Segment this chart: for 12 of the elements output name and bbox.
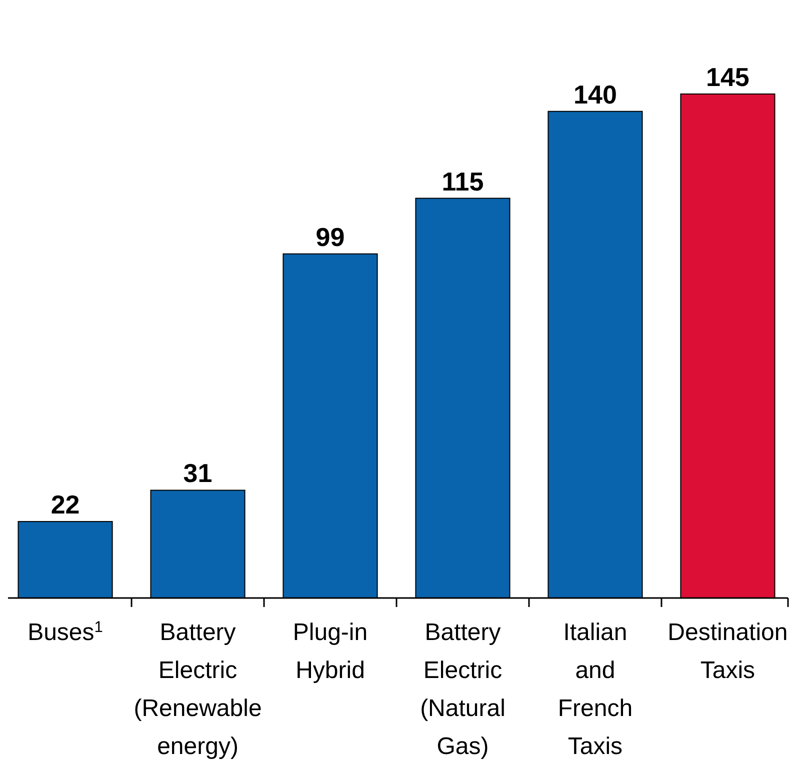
x-tick-label: Battery Electric (Natural Gas) — [420, 619, 506, 760]
data-label: 99 — [316, 222, 345, 252]
x-tick-label: Buses$^{1}$ — [28, 618, 103, 646]
x-tick-label: Plug-in Hybrid — [292, 619, 368, 684]
data-label: 22 — [50, 490, 80, 520]
data-label: 140 — [574, 79, 617, 110]
data-label: 31 — [183, 458, 212, 488]
data-label: 115 — [442, 166, 484, 196]
data-label: 145 — [706, 62, 750, 92]
x-tick-label: Destination Taxis — [668, 619, 788, 684]
x-tick-label: Italian and French Taxis — [558, 619, 633, 760]
x-tick-label: Battery Electric (Renewable energy) — [134, 619, 262, 760]
